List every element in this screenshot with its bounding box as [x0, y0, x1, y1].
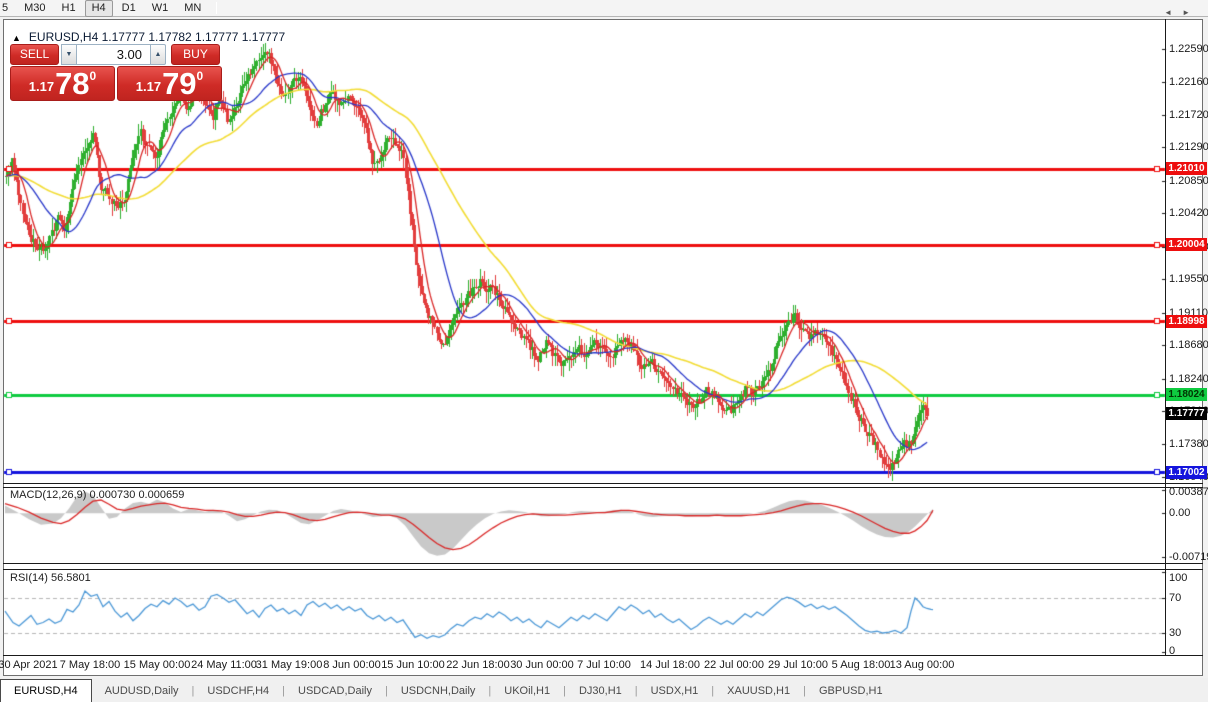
rsi-label: RSI(14) 56.5801 [10, 572, 91, 584]
arrow-down-icon: ▼ [65, 51, 73, 58]
time-axis-label: 15 May 00:00 [123, 659, 191, 671]
price-axis-tick: 1.17380 [1169, 437, 1208, 450]
price-axis-tick: 1.20850 [1169, 174, 1208, 187]
current-price-tag: 1.17777 [1166, 407, 1207, 421]
time-axis-label: 30 Jun 00:00 [510, 659, 574, 671]
price-axis-tick: 1.22160 [1169, 75, 1208, 88]
time-axis-label: 22 Jun 18:00 [446, 659, 510, 671]
time-axis-label: 7 Jul 10:00 [577, 659, 631, 671]
time-axis-label: 31 May 19:00 [255, 659, 323, 671]
rsi-axis-tick: 100 [1169, 572, 1188, 584]
time-axis-label: 30 Apr 2021 [0, 659, 58, 671]
buy-price-main: 79 [162, 66, 197, 101]
buy-price-button[interactable]: 1.17 79 0 [117, 66, 222, 101]
panel-separator[interactable] [3, 487, 1203, 488]
chart-ohlc-values: 1.17777 1.17782 1.17777 1.17777 [101, 30, 286, 44]
price-line-tag: 1.17002 [1166, 465, 1207, 479]
panel-separator [3, 655, 1203, 656]
panel-separator[interactable] [3, 563, 1203, 564]
rsi-axis-tick: 0 [1169, 645, 1176, 657]
chart-header: ▲ EURUSD,H4 1.17777 1.17782 1.17777 1.177… [12, 30, 285, 44]
sell-price-superscript: 0 [89, 69, 97, 83]
macd-label: MACD(12,26,9) 0.000730 0.000659 [10, 489, 184, 501]
macd-axis-tick: -0.007195 [1169, 550, 1208, 563]
sell-price-prefix: 1.17 [28, 79, 55, 94]
time-axis-label: 7 May 18:00 [59, 659, 121, 671]
panel-separator[interactable] [3, 483, 1203, 484]
price-line-tag: 1.18998 [1166, 314, 1207, 328]
price-axis-tick: 1.19550 [1169, 273, 1208, 286]
sell-price-button[interactable]: 1.17 78 0 [10, 66, 115, 101]
time-axis-label: 8 Jun 00:00 [323, 659, 381, 671]
time-axis-label: 29 Jul 10:00 [768, 659, 828, 671]
price-axis-tick: 1.18680 [1169, 339, 1208, 352]
time-axis-label: 5 Aug 18:00 [831, 659, 891, 671]
time-axis-label: 24 May 11:00 [191, 659, 257, 671]
price-axis-divider [1165, 19, 1166, 655]
rsi-axis-tick: 30 [1169, 627, 1182, 639]
time-axis-label: 22 Jul 00:00 [704, 659, 764, 671]
volume-decrease-button[interactable]: ▼ [61, 44, 77, 65]
price-axis-tick: 1.21720 [1169, 108, 1208, 121]
macd-axis-tick: 0.003873 [1169, 486, 1208, 498]
rsi-axis-tick: 70 [1169, 592, 1182, 604]
arrow-up-icon: ▲ [154, 51, 162, 58]
buy-button[interactable]: BUY [171, 44, 220, 65]
sell-button[interactable]: SELL [10, 44, 59, 65]
volume-increase-button[interactable]: ▲ [150, 44, 166, 65]
price-axis-tick: 1.21290 [1169, 141, 1208, 154]
volume-input[interactable]: 3.00 [77, 44, 150, 65]
price-axis-tick: 1.18240 [1169, 372, 1208, 385]
panel-separator[interactable] [3, 569, 1203, 570]
macd-value-signal: 0.000659 [138, 489, 185, 501]
collapse-triangle-icon[interactable]: ▲ [12, 33, 21, 43]
buy-price-prefix: 1.17 [135, 79, 162, 94]
buy-price-superscript: 0 [196, 69, 204, 83]
price-line-tag: 1.20004 [1166, 238, 1207, 252]
time-axis-label: 14 Jul 18:00 [640, 659, 700, 671]
sell-price-main: 78 [55, 66, 90, 101]
price-line-tag: 1.18024 [1166, 388, 1207, 402]
macd-value-main: 0.000730 [89, 489, 136, 501]
price-line-tag: 1.21010 [1166, 162, 1207, 176]
rsi-value: 56.5801 [50, 572, 91, 584]
macd-name: MACD(12,26,9) [10, 489, 87, 501]
time-axis-label: 13 Aug 00:00 [889, 659, 955, 671]
price-axis-tick: 1.22590 [1169, 43, 1208, 55]
time-axis-label: 15 Jun 10:00 [381, 659, 445, 671]
chart-symbol-label: EURUSD,H4 [28, 30, 99, 44]
rsi-name: RSI(14) [10, 572, 48, 584]
price-axis-tick: 1.20420 [1169, 207, 1208, 220]
macd-axis-tick: 0.00 [1169, 507, 1191, 520]
